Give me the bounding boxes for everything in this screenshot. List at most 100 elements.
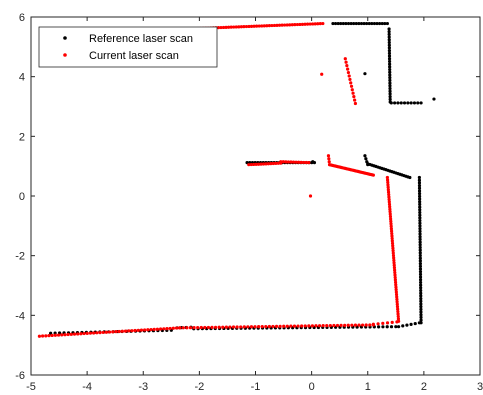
- reference-scan-point: [405, 323, 409, 327]
- current-scan-point: [262, 24, 266, 28]
- current-scan-point: [318, 22, 322, 26]
- current-scan-point: [271, 324, 275, 329]
- current-scan-point: [288, 23, 292, 27]
- current-scan-point: [252, 162, 256, 167]
- axis-layer: -5 -4 -3 -2 -1 0 1 2 3 -6 -4 -2 0 2 4 6: [15, 12, 483, 393]
- current-scan-point: [53, 333, 57, 337]
- reference-scan-point: [419, 294, 423, 298]
- reference-scan-point: [367, 21, 371, 26]
- current-scan-point: [348, 77, 352, 82]
- reference-scan-point: [418, 194, 422, 198]
- current-scan-point: [346, 70, 351, 75]
- reference-scan-point: [388, 89, 392, 93]
- series-layer: [37, 21, 436, 338]
- current-scan-point: [389, 219, 393, 223]
- reference-scan-point: [418, 200, 422, 204]
- current-scan-point: [298, 22, 302, 27]
- current-scan-point: [242, 25, 246, 29]
- current-scan-point: [299, 160, 303, 164]
- reference-scan-point: [416, 101, 420, 105]
- current-scan-point: [389, 222, 393, 226]
- reference-scan-point: [372, 21, 377, 26]
- current-scan-point: [328, 323, 332, 328]
- current-scan-point: [321, 21, 325, 26]
- reference-scan-point: [418, 262, 422, 266]
- current-scan-point: [171, 326, 175, 330]
- y-tick-label: 0: [19, 191, 25, 203]
- reference-scan-point: [419, 310, 423, 314]
- current-scan-point: [285, 324, 289, 328]
- current-scan-point: [285, 23, 289, 27]
- legend-marker-reference: [63, 36, 67, 40]
- current-scan-point: [221, 325, 225, 329]
- current-scan-point: [257, 24, 261, 28]
- current-scan-point: [37, 334, 42, 338]
- reference-scan-point: [377, 325, 381, 329]
- current-scan-point: [391, 251, 395, 255]
- reference-scan-point: [387, 30, 391, 34]
- current-scan-point: [364, 323, 368, 327]
- reference-scan-point: [409, 322, 413, 326]
- current-scan-point: [291, 160, 296, 164]
- current-scan-point: [88, 331, 93, 335]
- y-tick-label: -6: [15, 370, 25, 382]
- reference-scan-point: [419, 299, 423, 303]
- current-scan-point: [371, 323, 375, 327]
- current-scan-point: [283, 23, 287, 27]
- current-scan-point: [192, 326, 196, 330]
- current-scan-point: [178, 326, 182, 330]
- current-scan-point: [345, 64, 349, 68]
- current-scan-point: [185, 326, 189, 330]
- reference-scan-point: [387, 32, 391, 36]
- reference-scan-point: [418, 208, 422, 212]
- reference-scan-point: [418, 267, 423, 271]
- reference-scan-point: [393, 101, 397, 105]
- current-scan-point: [316, 22, 320, 26]
- reference-scan-point: [385, 325, 389, 329]
- reference-scan-point: [412, 101, 417, 105]
- current-scan-point: [255, 24, 259, 28]
- current-scan-point: [388, 214, 393, 219]
- current-scan-point: [352, 95, 356, 99]
- current-scan-point: [136, 328, 140, 332]
- current-scan-point: [249, 24, 254, 28]
- current-scan-point: [143, 328, 147, 332]
- reference-scan-point: [418, 237, 422, 241]
- current-scan-point: [394, 285, 398, 289]
- reference-scan-point: [417, 192, 422, 196]
- current-scan-point: [239, 25, 243, 29]
- current-scan-point: [224, 25, 228, 29]
- current-scan-point: [242, 325, 246, 329]
- current-scan-point: [396, 307, 400, 311]
- current-scan-point: [293, 23, 297, 27]
- current-scan-point: [389, 227, 393, 231]
- current-scan-point: [260, 24, 264, 28]
- current-scan-point: [277, 23, 282, 27]
- current-scan-point: [327, 160, 331, 164]
- current-scan-point: [390, 234, 394, 238]
- current-scan-point: [271, 161, 275, 166]
- current-scan-point: [310, 324, 314, 328]
- current-scan-point: [247, 24, 251, 29]
- current-scan-point: [396, 312, 400, 316]
- reference-scan-point: [387, 43, 391, 47]
- current-scan-point: [267, 24, 271, 28]
- current-scan-point: [120, 329, 124, 333]
- current-scan-point: [392, 256, 396, 260]
- current-scan-point: [391, 249, 395, 253]
- current-scan-point: [386, 188, 390, 192]
- reference-scan-point: [417, 178, 422, 182]
- reference-scan-point: [388, 70, 392, 74]
- reference-scan-point: [346, 21, 351, 26]
- current-scan-point: [300, 22, 305, 26]
- current-scan-point: [353, 98, 357, 102]
- current-scan-point: [349, 84, 354, 88]
- x-tick-label: -2: [194, 381, 204, 393]
- current-scan-point: [280, 23, 284, 27]
- x-tick-label: -3: [138, 381, 148, 393]
- current-scan-point: [385, 321, 390, 325]
- current-scan-point: [394, 288, 398, 292]
- y-tick-label: 4: [19, 72, 25, 84]
- reference-scan-point: [388, 97, 392, 101]
- reference-scan-point: [352, 21, 356, 26]
